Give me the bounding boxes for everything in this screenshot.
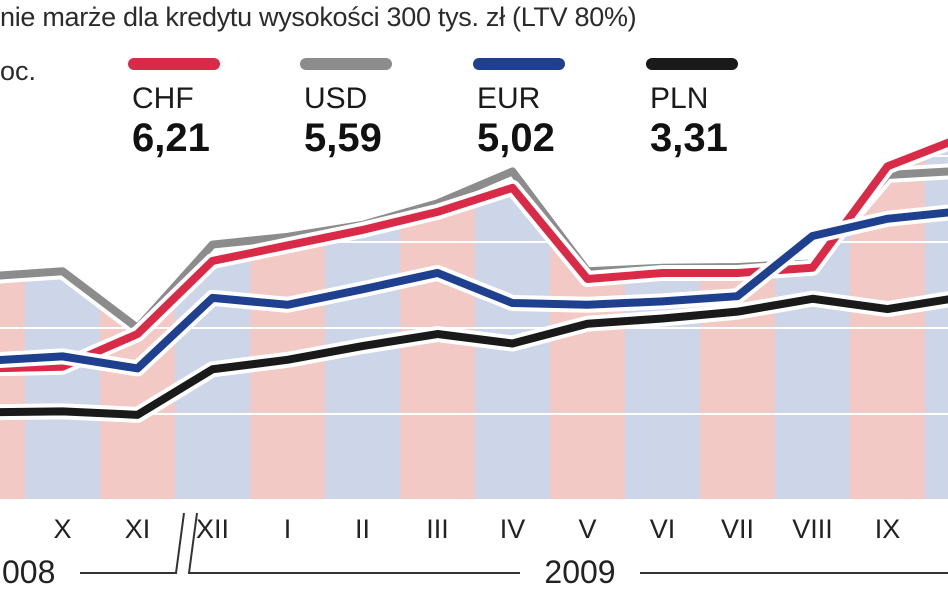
year-label-2009: 2009 bbox=[544, 554, 615, 590]
year-bracket-2009 bbox=[187, 512, 948, 574]
legend-name-pln: PLN bbox=[650, 82, 709, 115]
x-tick-label: IX bbox=[875, 514, 901, 544]
legend-value-usd: 5,59 bbox=[304, 116, 382, 160]
legend-swatch-pln bbox=[646, 58, 738, 70]
legend-name-eur: EUR bbox=[477, 82, 541, 115]
legend-value-chf: 6,21 bbox=[132, 116, 210, 160]
x-tick-label: XII bbox=[196, 514, 229, 544]
year-bracket-2008 bbox=[80, 512, 185, 574]
legend-swatch-chf bbox=[128, 58, 220, 70]
x-tick-label: V bbox=[578, 514, 596, 544]
legend-value-eur: 5,02 bbox=[477, 116, 555, 160]
x-tick-label: XI bbox=[125, 514, 151, 544]
legend-swatch-eur bbox=[473, 58, 565, 70]
legend-name-usd: USD bbox=[304, 82, 368, 115]
x-tick-label: VIII bbox=[792, 514, 833, 544]
x-tick-label: I bbox=[284, 514, 292, 544]
x-tick-label: VII bbox=[721, 514, 754, 544]
x-tick-label: III bbox=[426, 514, 449, 544]
legend-name-chf: CHF bbox=[132, 82, 194, 115]
background-band bbox=[0, 137, 25, 500]
legend-swatch-usd bbox=[300, 58, 392, 70]
x-tick-label: IV bbox=[500, 514, 526, 544]
chart-subtitle: oc. bbox=[0, 56, 37, 86]
background-band bbox=[925, 137, 948, 500]
x-tick-label: X bbox=[53, 514, 71, 544]
x-tick-label: II bbox=[355, 514, 370, 544]
series-pln bbox=[0, 290, 948, 423]
legend-value-pln: 3,31 bbox=[650, 116, 728, 160]
background-band bbox=[850, 137, 925, 500]
year-label-2008: 008 bbox=[2, 554, 55, 590]
series-chf bbox=[0, 134, 948, 377]
series-eur bbox=[0, 204, 948, 377]
chart-title: nie marże dla kredytu wysokości 300 tys.… bbox=[0, 2, 637, 32]
x-tick-label: VI bbox=[650, 514, 676, 544]
